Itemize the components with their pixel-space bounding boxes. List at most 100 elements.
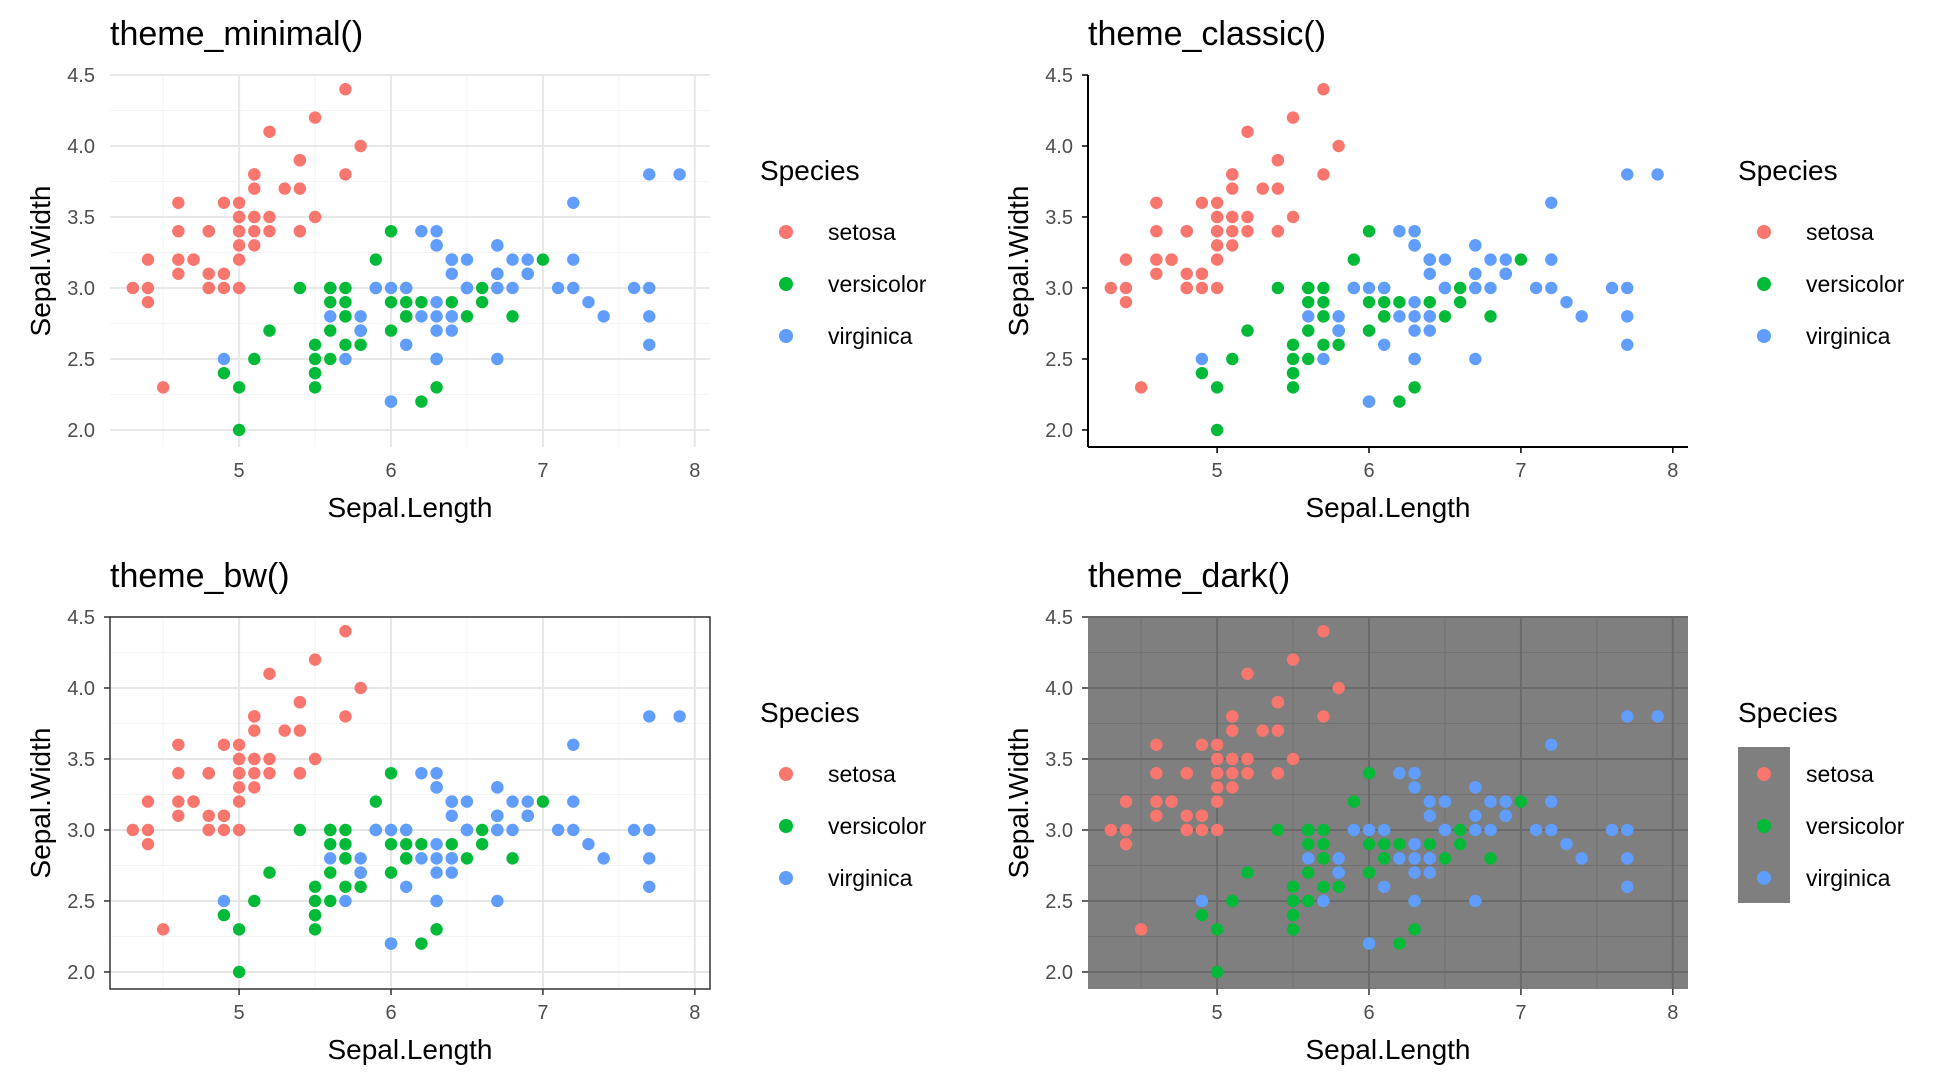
panel-background [1088,617,1688,989]
data-point-virginica [1378,338,1391,351]
data-point-virginica [567,281,580,295]
data-point-setosa [1119,795,1133,808]
legend-title: Species [760,697,860,728]
data-point-setosa [202,281,215,295]
y-axis-label: Sepal.Width [25,728,56,879]
data-point-versicolor [1453,281,1467,295]
data-point-setosa [172,196,185,209]
data-point-virginica [1423,852,1436,865]
data-point-virginica [1378,281,1391,295]
data-point-setosa [172,267,185,280]
data-point-setosa [1210,224,1224,238]
data-point-virginica [430,837,443,851]
data-point-setosa [248,168,261,181]
data-point-virginica [1408,766,1421,780]
data-point-virginica [1378,880,1391,893]
legend-key-virginica [779,329,793,343]
data-point-versicolor [475,281,489,295]
data-point-virginica [1499,267,1512,280]
legend-label: virginica [828,865,913,891]
data-point-versicolor [1484,852,1497,865]
data-point-setosa [339,82,352,96]
data-point-virginica [430,894,443,908]
data-point-setosa [217,196,231,209]
data-point-setosa [1317,168,1330,181]
data-point-virginica [445,310,458,323]
data-point-setosa [232,823,246,837]
data-point-versicolor [445,837,458,851]
data-point-versicolor [1484,310,1497,323]
data-point-setosa [1286,653,1300,666]
data-point-virginica [1469,352,1482,366]
data-point-virginica [1621,338,1634,351]
data-point-setosa [1226,239,1239,252]
data-point-virginica [369,823,383,837]
data-point-virginica [643,852,656,865]
data-point-virginica [1393,852,1406,865]
data-point-versicolor [339,338,352,351]
data-point-versicolor [354,338,367,351]
data-point-virginica [1469,894,1482,908]
data-point-setosa [1180,823,1193,837]
data-point-virginica [567,795,580,808]
data-point-virginica [1575,852,1588,865]
data-point-versicolor [384,324,398,337]
data-point-versicolor [369,795,383,808]
legend-label: versicolor [1806,271,1905,297]
data-point-setosa [1226,168,1239,181]
data-point-versicolor [1378,310,1391,323]
data-point-setosa [156,381,170,394]
data-point-virginica [1469,823,1482,837]
data-point-virginica [460,795,474,808]
data-point-virginica [1545,823,1558,837]
data-point-versicolor [1362,866,1376,879]
data-point-virginica [1545,281,1558,295]
data-point-versicolor [232,423,246,437]
data-point-setosa [248,766,261,780]
data-point-versicolor [324,324,337,337]
data-point-setosa [293,182,307,195]
data-point-setosa [141,295,155,309]
data-point-setosa [172,253,185,266]
data-point-virginica [567,196,580,209]
data-point-virginica [354,324,367,337]
data-point-versicolor [1302,866,1315,879]
y-tick-label: 2.5 [1045,891,1073,913]
data-point-virginica [430,324,443,337]
data-point-virginica [491,281,504,295]
data-point-virginica [339,352,352,366]
data-point-setosa [308,210,322,224]
data-point-versicolor [248,352,261,366]
legend-label: virginica [1806,323,1891,349]
data-point-setosa [217,823,231,837]
data-point-virginica [1469,239,1482,252]
data-point-versicolor [1210,381,1224,394]
data-point-virginica [384,823,398,837]
data-point-versicolor [369,253,383,266]
data-point-versicolor [263,866,276,879]
data-point-setosa [1119,295,1133,309]
data-point-setosa [217,738,231,751]
x-tick-label: 8 [1667,460,1678,482]
data-point-virginica [1545,795,1558,808]
data-point-versicolor [308,352,322,366]
data-point-versicolor [1302,352,1315,366]
data-point-virginica [1545,738,1558,751]
x-tick-label: 8 [689,460,700,482]
data-point-virginica [354,852,367,865]
data-point-versicolor [1302,324,1315,337]
data-point-versicolor [400,852,413,865]
data-point-virginica [1499,253,1512,266]
data-point-setosa [1241,210,1254,224]
data-point-setosa [1271,224,1285,238]
data-point-setosa [1150,224,1163,238]
data-point-virginica [1408,224,1421,238]
data-point-versicolor [1317,837,1330,851]
data-point-virginica [1621,168,1634,181]
data-point-virginica [400,823,413,837]
data-point-versicolor [293,281,307,295]
data-point-versicolor [1317,338,1330,351]
x-tick-label: 5 [234,460,245,482]
data-point-setosa [1226,724,1239,737]
data-point-virginica [1605,281,1619,295]
